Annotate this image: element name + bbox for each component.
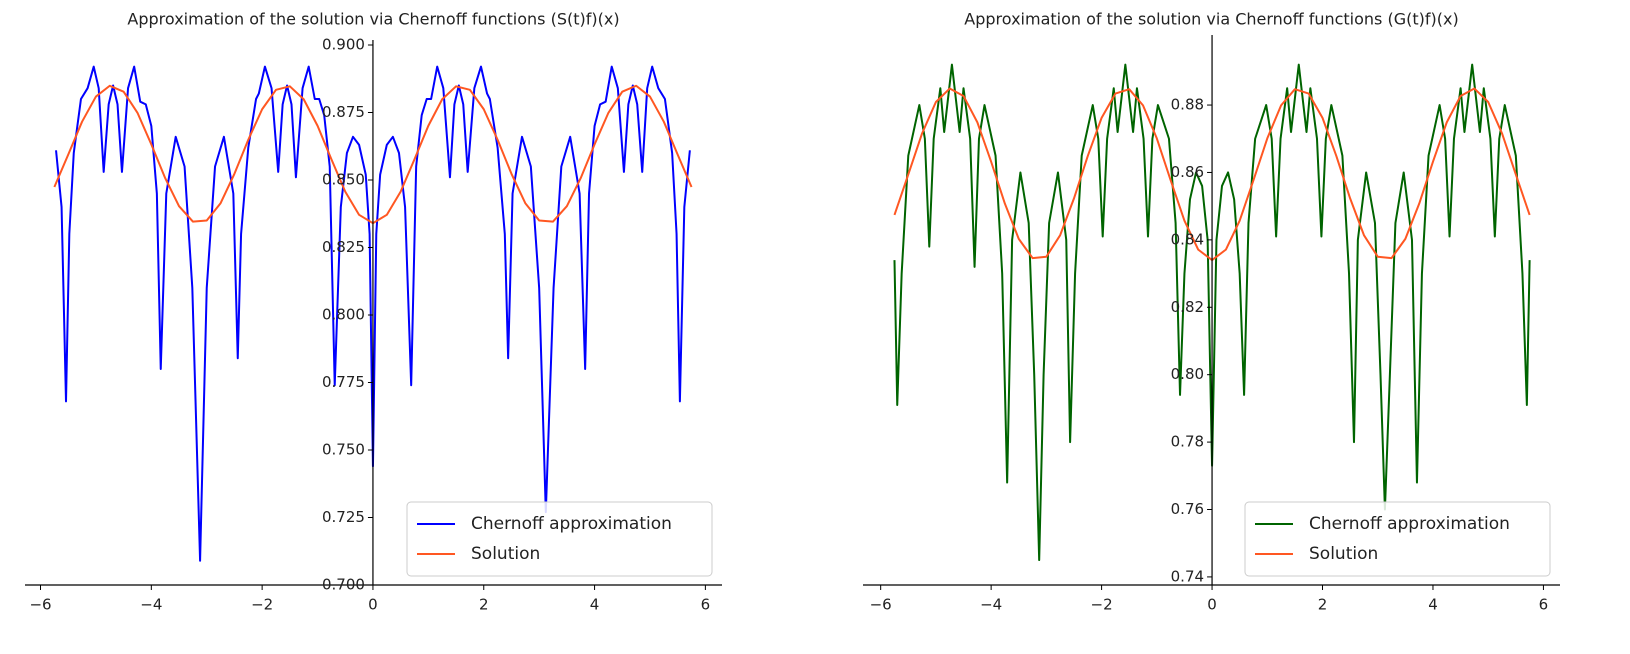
y-tick-label: 0.76	[1171, 500, 1204, 518]
y-tick-label: 0.82	[1171, 298, 1204, 316]
x-tick-label: −6	[29, 596, 51, 614]
x-tick-label: 2	[1318, 596, 1328, 614]
x-tick-label: −2	[251, 596, 273, 614]
x-tick-label: 4	[1428, 596, 1438, 614]
x-tick-label: 4	[590, 596, 600, 614]
y-tick-label: 0.750	[322, 441, 365, 459]
x-tick-label: −4	[980, 596, 1002, 614]
legend-label: Chernoff approximation	[1309, 514, 1510, 534]
x-tick-label: 2	[479, 596, 489, 614]
y-tick-label: 0.775	[322, 373, 365, 391]
y-tick-label: 0.850	[322, 171, 365, 189]
legend: Chernoff approximation Solution	[1244, 501, 1551, 577]
y-tick-label: 0.86	[1171, 163, 1204, 181]
y-tick-label: 0.875	[322, 103, 365, 121]
x-tick-label: 6	[1539, 596, 1549, 614]
x-tick-label: −4	[140, 596, 162, 614]
legend-box	[406, 501, 713, 577]
x-tick-label: −6	[870, 596, 892, 614]
y-tick-label: 0.88	[1171, 96, 1204, 114]
y-tick-label: 0.800	[322, 306, 365, 324]
legend-label: Chernoff approximation	[471, 514, 672, 534]
subplot: Approximation of the solution via Cherno…	[25, 10, 722, 614]
chart-title: Approximation of the solution via Cherno…	[964, 10, 1458, 29]
x-tick-label: −2	[1091, 596, 1113, 614]
legend-label: Solution	[471, 544, 540, 564]
legend-label: Solution	[1309, 544, 1378, 564]
y-tick-label: 0.900	[322, 36, 365, 54]
y-tick-label: 0.80	[1171, 365, 1204, 383]
x-tick-label: 6	[701, 596, 711, 614]
legend-box	[1244, 501, 1551, 577]
x-tick-label: 0	[1207, 596, 1217, 614]
chart-title: Approximation of the solution via Cherno…	[127, 10, 619, 29]
y-tick-label: 0.700	[322, 576, 365, 594]
y-tick-label: 0.825	[322, 238, 365, 256]
y-tick-label: 0.78	[1171, 433, 1204, 451]
subplot: Approximation of the solution via Cherno…	[863, 10, 1560, 614]
y-tick-label: 0.74	[1171, 567, 1204, 585]
x-tick-label: 0	[368, 596, 378, 614]
legend: Chernoff approximation Solution	[406, 501, 713, 577]
y-tick-label: 0.725	[322, 508, 365, 526]
y-tick-label: 0.84	[1171, 230, 1204, 248]
